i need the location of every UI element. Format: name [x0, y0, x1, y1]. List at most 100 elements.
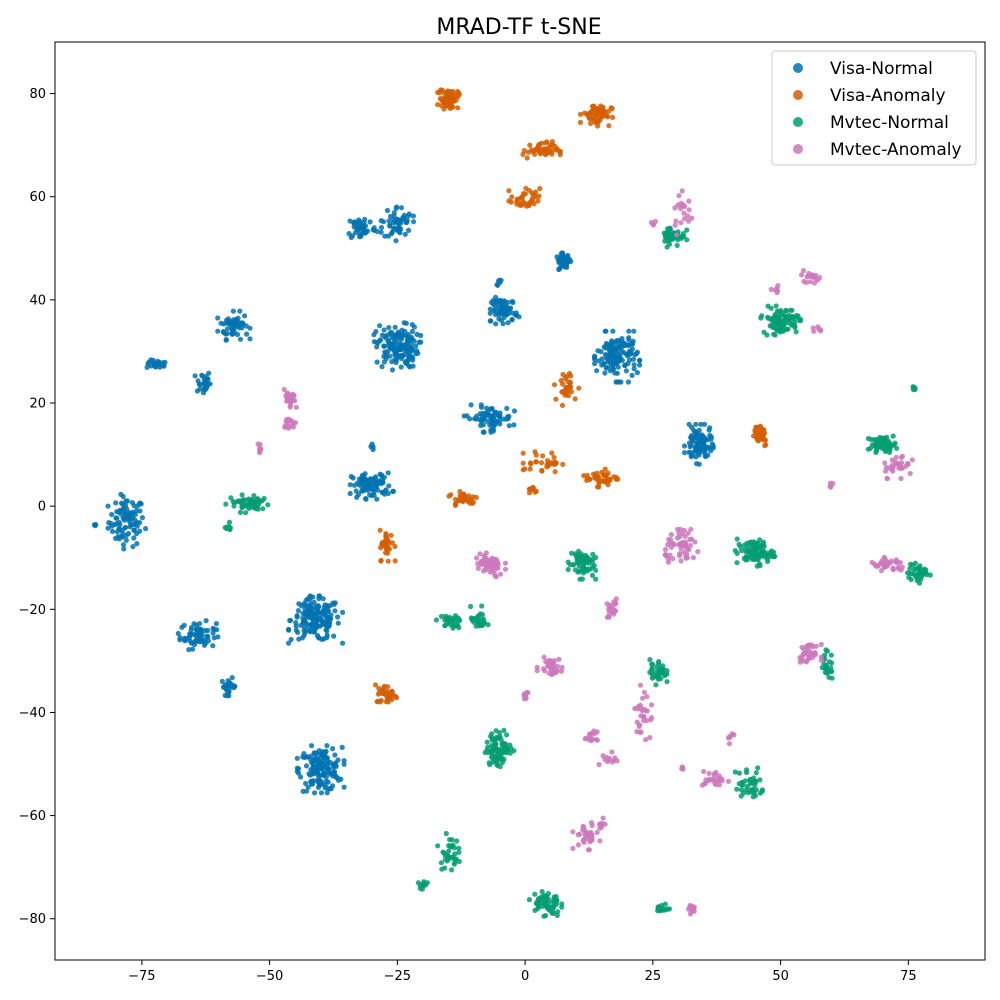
scatter-point	[609, 749, 615, 755]
legend-marker	[793, 144, 803, 154]
scatter-point	[309, 743, 315, 749]
scatter-point	[631, 366, 637, 372]
scatter-point	[640, 695, 646, 701]
scatter-point	[514, 201, 520, 207]
scatter-point	[637, 362, 643, 368]
scatter-point	[761, 539, 767, 545]
cluster-mvtec-anomaly-16	[632, 682, 655, 743]
scatter-point	[333, 774, 339, 780]
scatter-point	[869, 559, 875, 566]
scatter-point	[589, 564, 596, 570]
scatter-point	[884, 563, 890, 569]
x-tick-label: −50	[256, 969, 283, 984]
scatter-point	[581, 566, 588, 572]
scatter-point	[563, 263, 569, 270]
scatter-point	[335, 620, 341, 626]
scatter-point	[303, 597, 309, 604]
scatter-point	[898, 454, 905, 460]
x-tick-label: 0	[521, 969, 529, 984]
scatter-point	[317, 623, 323, 629]
scatter-point	[363, 478, 369, 484]
scatter-point	[592, 361, 598, 367]
scatter-point	[527, 142, 533, 148]
scatter-point	[687, 444, 693, 450]
scatter-point	[550, 905, 557, 911]
scatter-point	[800, 268, 807, 274]
scatter-point	[657, 907, 663, 913]
scatter-point	[349, 233, 356, 239]
scatter-point	[587, 120, 594, 126]
scatter-point	[373, 328, 379, 335]
scatter-point	[381, 327, 387, 333]
scatter-point	[606, 610, 612, 616]
scatter-point	[287, 617, 293, 624]
scatter-point	[332, 752, 338, 758]
scatter-point	[487, 310, 493, 316]
scatter-point	[379, 489, 385, 495]
scatter-point	[607, 360, 613, 366]
scatter-point	[511, 408, 518, 414]
scatter-point	[411, 219, 417, 225]
scatter-point	[539, 903, 545, 910]
cluster-visa-anomaly-1	[577, 103, 616, 129]
cluster-mvtec-anomaly-17	[797, 641, 824, 665]
scatter-point	[618, 379, 624, 385]
scatter-point	[389, 230, 395, 237]
cluster-mvtec-anomaly-11	[869, 554, 905, 574]
scatter-point	[696, 461, 702, 467]
scatter-point	[553, 396, 559, 402]
scatter-point	[519, 202, 525, 208]
scatter-point	[610, 366, 616, 372]
scatter-point	[550, 909, 556, 915]
scatter-point	[406, 227, 412, 233]
scatter-point	[679, 188, 685, 194]
scatter-point	[505, 416, 511, 422]
scatter-point	[921, 566, 927, 572]
scatter-point	[558, 377, 564, 384]
scatter-point	[316, 774, 322, 780]
scatter-point	[726, 778, 732, 785]
scatter-point	[812, 651, 818, 658]
cluster-mvtec-normal-10	[468, 603, 491, 629]
scatter-point	[674, 535, 681, 541]
scatter-point	[895, 461, 901, 467]
scatter-point	[213, 621, 219, 627]
scatter-point	[797, 318, 804, 324]
scatter-point	[480, 429, 486, 435]
scatter-point	[455, 105, 461, 111]
scatter-point	[793, 329, 799, 335]
scatter-point	[448, 619, 454, 625]
scatter-point	[457, 488, 463, 495]
scatter-point	[406, 211, 412, 217]
scatter-point	[400, 353, 406, 359]
scatter-point	[490, 428, 496, 434]
scatter-point	[899, 564, 905, 570]
scatter-point	[189, 624, 195, 631]
scatter-point	[187, 638, 193, 644]
scatter-point	[496, 312, 502, 318]
scatter-point	[805, 273, 811, 279]
scatter-point	[867, 445, 874, 451]
legend: Visa-Normal Visa-Anomaly Mvtec-Normal Mvtec…	[771, 50, 977, 166]
cluster-mvtec-anomaly-1	[648, 218, 659, 228]
scatter-point	[577, 119, 584, 125]
scatter-point	[493, 294, 499, 300]
scatter-point	[534, 146, 540, 152]
scatter-point	[526, 897, 533, 903]
scatter-point	[672, 205, 678, 211]
scatter-point	[393, 238, 399, 244]
scatter-point	[488, 748, 494, 755]
scatter-point	[664, 244, 670, 250]
scatter-point	[684, 551, 690, 557]
scatter-point	[521, 693, 528, 699]
cluster-mvtec-normal-3	[910, 384, 918, 392]
legend-label: Mvtec-Anomaly	[830, 140, 962, 160]
scatter-point	[568, 373, 574, 379]
scatter-point	[536, 193, 542, 199]
scatter-point	[470, 494, 476, 500]
scatter-point	[675, 526, 681, 532]
scatter-point	[818, 657, 824, 663]
scatter-point	[775, 314, 781, 320]
scatter-point	[541, 654, 547, 660]
scatter-point	[324, 790, 330, 796]
